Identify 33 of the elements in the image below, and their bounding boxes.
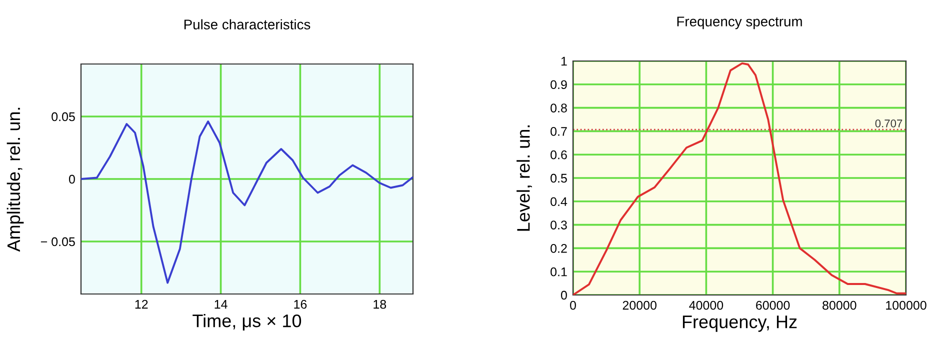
y-tick-label: 0.4: [550, 197, 568, 206]
ref-line-label: 0.707: [875, 120, 902, 128]
y-tick-label: 0.7: [550, 127, 567, 136]
x-axis-title: Time, μs × 10: [192, 314, 302, 331]
y-tick-label: 0.8: [550, 104, 567, 112]
y-tick-label: 0: [68, 174, 75, 184]
y-axis-title: Level, rel. un.: [516, 125, 532, 231]
y-tick-label: 0.9: [550, 80, 567, 90]
x-tick-label: 80000: [822, 300, 856, 310]
x-tick-label: 12: [135, 300, 148, 309]
y-tick-label: 0.3: [550, 220, 567, 230]
y-axis-title: Amplitude, rel. un.: [6, 108, 24, 252]
line-series: [573, 62, 906, 295]
x-axis-title: Frequency, Hz: [682, 316, 797, 332]
y-tick-label: 0.1: [550, 267, 567, 276]
y-tick-label: 0.2: [550, 244, 567, 253]
y-tick-label: 0.5: [550, 174, 567, 183]
x-tick-label: 60000: [756, 300, 790, 310]
y-tick-label: 1: [561, 56, 567, 66]
y-tick-label: 0: [560, 290, 567, 300]
x-tick-label: 40000: [689, 300, 724, 310]
x-tick-label: 18: [374, 300, 386, 309]
y-tick-label: 0.05: [52, 112, 75, 122]
x-tick-label: 0: [570, 300, 576, 310]
y-tick-label: 0.6: [550, 150, 567, 160]
x-tick-label: 100000: [886, 300, 926, 310]
line-series: [81, 120, 413, 284]
x-tick-label: 14: [214, 300, 228, 309]
chart-title: Frequency spectrum: [677, 16, 802, 30]
chart-title: Pulse characteristics: [184, 19, 310, 30]
y-tick-label: − 0.05: [40, 237, 75, 246]
x-tick-label: 16: [294, 300, 307, 309]
x-tick-label: 20000: [622, 300, 656, 310]
